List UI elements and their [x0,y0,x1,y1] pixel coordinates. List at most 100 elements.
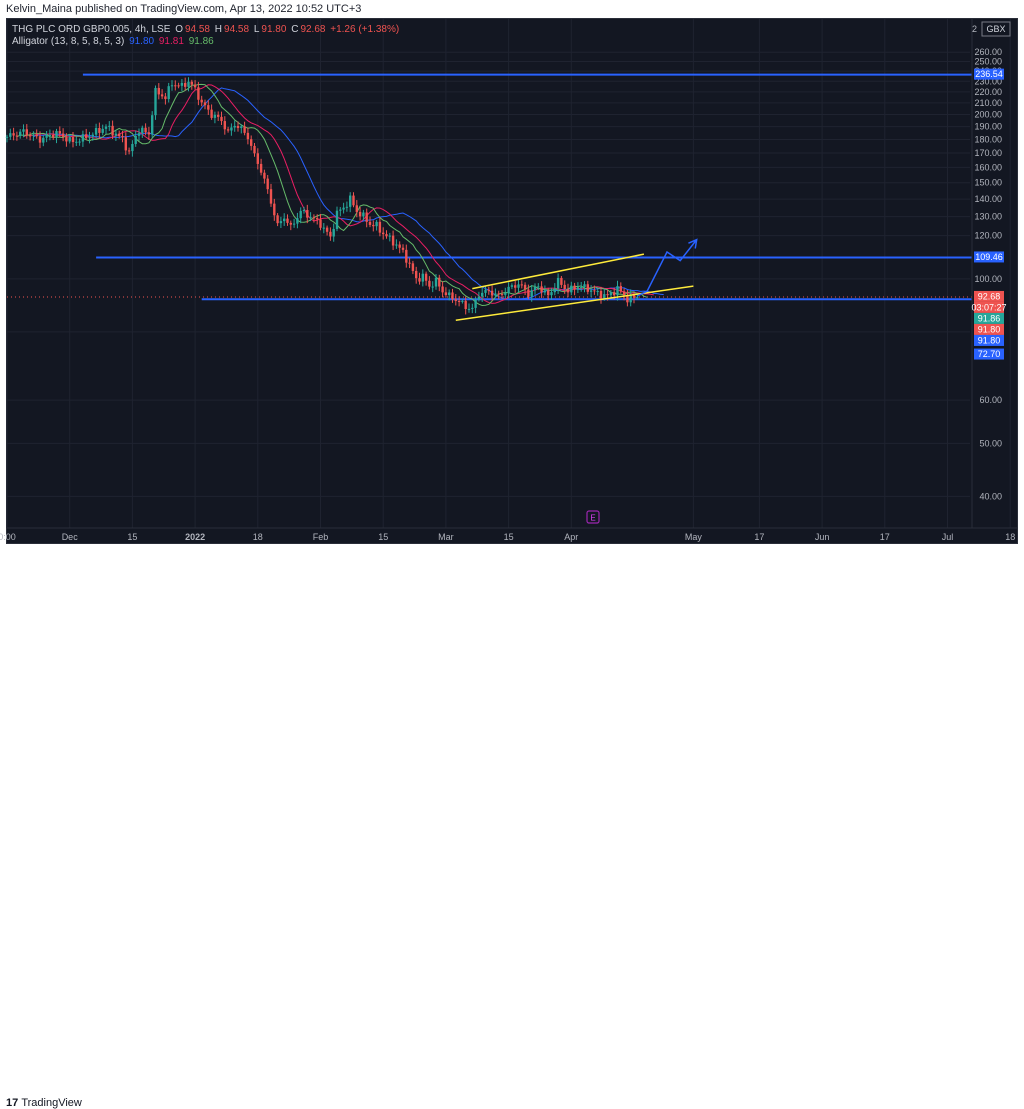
candle-body [184,82,187,87]
price-tag-label: 91.86 [978,313,1001,323]
x-tick-label: May [685,532,703,542]
price-tag [974,348,1004,360]
candle-body [586,284,589,292]
x-tick-label: 2022 [185,532,205,542]
candles [5,77,639,315]
candle-body [451,292,454,300]
candle-body [177,85,180,87]
price-tag-label: 109.46 [975,252,1003,262]
candle-body [164,96,167,100]
change-value: +1.26 (+1.38%) [330,24,400,35]
corner-label: 2 [972,24,977,34]
symbol-title[interactable]: THG PLC ORD GBP0.005, 4h, LSE [12,24,171,35]
candle-body [160,94,164,97]
event-marker-box[interactable] [586,510,600,524]
horizontal-levels [7,73,972,301]
candle-body [302,210,306,212]
currency-box[interactable] [981,21,1011,37]
candle-body [543,290,547,293]
candle-body [395,244,398,246]
candle-body [487,289,490,291]
candle-body [424,273,428,281]
candle-body [556,277,560,289]
price-tag-label: 236.54 [975,69,1003,79]
candle-body [490,290,494,296]
candle-body [230,127,233,131]
candle-body [306,210,309,218]
candle-body [428,280,431,287]
candle-body [391,235,395,246]
y-tick-label: 130.00 [974,212,1002,222]
candle-body [203,102,207,106]
candle-body [273,203,276,216]
candle-body [180,82,184,86]
candle-body [563,284,566,290]
candle-body [85,134,88,139]
tradingview-logo[interactable]: 17 TradingView [6,1097,82,1109]
candle-body [339,209,342,211]
candle-body [283,218,286,222]
event-marker[interactable]: E [590,514,595,523]
candle-body [289,222,292,225]
jaw-value: 91.80 [129,36,155,47]
candle-body [65,136,68,142]
candle-body [375,221,378,227]
x-tick-label: 18 [1005,532,1015,542]
candle-body [157,87,160,95]
candle-body [32,134,35,136]
candle-body [68,137,71,142]
candle-body [573,285,576,290]
candle-body [38,136,42,143]
candle-body [606,294,609,296]
open-value: 94.58 [184,24,210,35]
candle-body [226,129,230,131]
candle-body [434,277,438,287]
candle-body [42,137,45,143]
candle-body [454,299,457,302]
candle-body [609,292,613,296]
price-tag-label: 03:07:27 [971,302,1006,312]
candle-body [358,211,362,217]
candle-body [481,292,484,297]
currency-label[interactable]: GBX [986,24,1005,34]
candle-body [599,290,603,299]
candle-body [147,132,151,135]
price-tag-label: 91.80 [978,324,1001,334]
candle-body [114,133,118,136]
price-tag [974,334,1004,346]
candle-body [61,133,65,137]
candle-body [438,277,441,287]
y-tick-label: 200.00 [974,109,1002,119]
candle-body [593,290,596,292]
candle-body [411,263,415,271]
low-value: 91.80 [261,24,287,35]
candle-body [12,133,15,136]
candle-body [104,126,108,129]
candle-body [616,286,619,296]
candle-body [431,286,434,288]
indicator-title[interactable]: Alligator (13, 8, 5, 8, 5, 3) [12,36,125,47]
candle-body [269,189,273,204]
grid-lines [6,19,1011,528]
candle-body [408,262,411,264]
candle-body [48,134,52,136]
x-tick-label: Mar [438,532,454,542]
candle-body [372,224,375,227]
legend-row-ohlc: THG PLC ORD GBP0.005, 4h, LSE O 94.58 H 94… [12,24,401,35]
candle-body [246,132,250,140]
channel-lower-line [455,285,694,322]
candle-body [441,286,444,293]
x-tick-label: Jun [815,532,830,542]
candle-body [378,221,382,233]
candle-body [362,212,365,217]
candle-body [91,134,94,137]
candle-body [464,300,467,310]
low-label: L [253,24,260,35]
candle-body [457,301,461,303]
candle-body [236,125,240,128]
price-tag [974,301,1004,313]
candle-body [193,84,197,88]
price-tag [974,290,1004,302]
